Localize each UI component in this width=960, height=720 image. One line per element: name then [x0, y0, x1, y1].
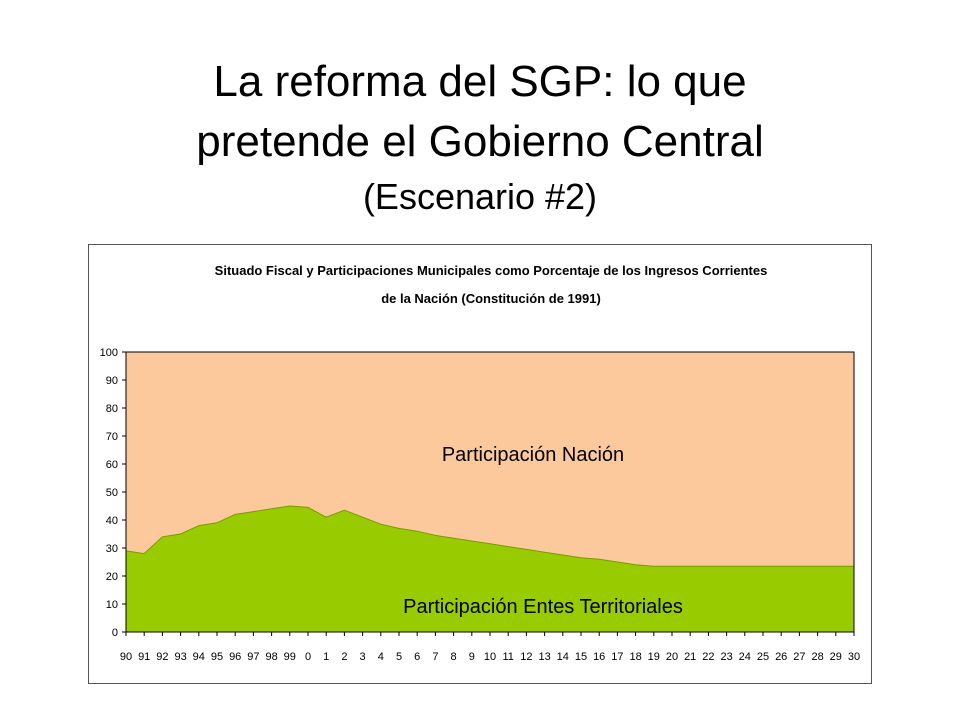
chart-frame: Situado Fiscal y Participaciones Municip…: [88, 244, 872, 684]
x-tick-label: 97: [247, 651, 259, 663]
x-tick-label: 98: [265, 651, 277, 663]
x-tick-label: 10: [484, 651, 496, 663]
area-series-entes-territoriales: [126, 506, 854, 632]
x-tick-label: 96: [229, 651, 241, 663]
x-tick-label: 94: [193, 651, 205, 663]
x-tick-label: 27: [793, 651, 805, 663]
chart-title-line-2: de la Nación (Constitución de 1991): [381, 291, 601, 306]
x-tick-label: 21: [684, 651, 696, 663]
slide-title-line-2: pretende el Gobierno Central: [196, 117, 764, 166]
slide-title: La reforma del SGP: lo que pretende el G…: [0, 52, 960, 222]
x-tick-label: 30: [848, 651, 860, 663]
y-tick-label: 60: [106, 459, 118, 471]
x-tick-label: 9: [469, 651, 475, 663]
y-tick-label: 90: [106, 375, 118, 387]
series-boundary-line: [125, 505, 854, 567]
x-tick-label: 24: [739, 651, 751, 663]
y-tick-label: 70: [106, 431, 118, 443]
area-series-nacion: [126, 352, 854, 567]
x-tick-label: 25: [757, 651, 769, 663]
x-tick-label: 16: [593, 651, 605, 663]
x-tick-label: 28: [811, 651, 823, 663]
chart-title-line-1: Situado Fiscal y Participaciones Municip…: [215, 263, 768, 278]
x-tick-label: 1: [323, 651, 329, 663]
y-tick-label: 10: [106, 599, 118, 611]
x-tick-label: 7: [432, 651, 438, 663]
x-tick-label: 4: [378, 651, 384, 663]
series-label-entes-territoriales: Participación Entes Territoriales: [403, 596, 683, 618]
x-tick-label: 22: [702, 651, 714, 663]
x-tick-label: 95: [211, 651, 223, 663]
x-tick-label: 19: [648, 651, 660, 663]
y-tick-label: 100: [100, 347, 118, 359]
series-label-nacion: Participación Nación: [442, 444, 624, 466]
stacked-area-chart: Situado Fiscal y Participaciones Municip…: [100, 263, 860, 663]
x-tick-label: 13: [538, 651, 550, 663]
x-tick-label: 0: [305, 651, 311, 663]
x-tick-label: 5: [396, 651, 402, 663]
x-tick-label: 23: [720, 651, 732, 663]
x-tick-label: 91: [138, 651, 150, 663]
x-tick-label: 15: [575, 651, 587, 663]
x-tick-label: 18: [629, 651, 641, 663]
slide-subtitle: (Escenario #2): [362, 176, 598, 217]
x-tick-label: 92: [156, 651, 168, 663]
y-tick-label: 20: [106, 571, 118, 583]
y-tick-label: 50: [106, 487, 118, 499]
x-tick-label: 2: [341, 651, 347, 663]
plot-area: [125, 352, 854, 632]
y-tick-label: 80: [106, 403, 118, 415]
x-tick-label: 11: [502, 651, 513, 663]
y-tick-label: 0: [112, 627, 118, 639]
x-tick-label: 6: [414, 651, 420, 663]
x-tick-label: 17: [611, 651, 623, 663]
y-tick-label: 40: [106, 515, 118, 527]
slide-title-line-1: La reforma del SGP: lo que: [213, 57, 747, 106]
x-tick-label: 20: [666, 651, 678, 663]
x-tick-label: 99: [284, 651, 296, 663]
x-tick-label: 3: [360, 651, 366, 663]
x-tick-label: 90: [120, 651, 132, 663]
x-tick-label: 26: [775, 651, 787, 663]
x-tick-label: 14: [557, 651, 569, 663]
x-tick-label: 8: [451, 651, 457, 663]
x-tick-label: 93: [174, 651, 186, 663]
y-tick-label: 30: [106, 543, 118, 555]
x-tick-label: 12: [520, 651, 532, 663]
x-tick-label: 29: [830, 651, 842, 663]
